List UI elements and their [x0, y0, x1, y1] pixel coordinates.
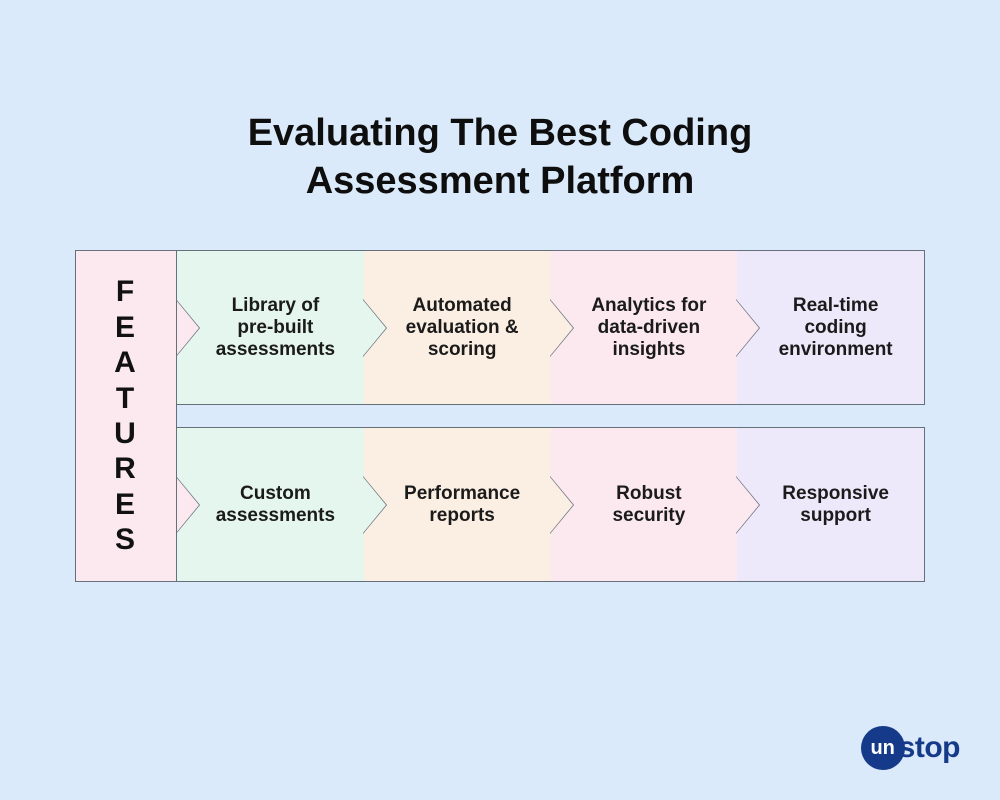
feature-box: Custom assessments — [177, 427, 364, 582]
logo-text: stop — [899, 731, 960, 765]
feature-box: Robust security — [551, 427, 738, 582]
feature-text: Library of pre-built assessments — [211, 295, 340, 361]
feature-text: Real-time coding environment — [771, 295, 900, 361]
feature-box: Responsive support — [737, 427, 925, 582]
page-title: Evaluating The Best Coding Assessment Pl… — [0, 0, 1000, 250]
feature-row: Custom assessments Performance reports R… — [75, 427, 925, 582]
feature-box: Real-time coding environment — [737, 250, 925, 405]
feature-text: Robust security — [585, 483, 714, 527]
feature-box: Automated evaluation & scoring — [364, 250, 551, 405]
feature-text: Analytics for data-driven insights — [585, 295, 714, 361]
feature-box: Library of pre-built assessments — [177, 250, 364, 405]
features-vertical-label: FEATURES — [75, 250, 177, 582]
feature-text: Performance reports — [398, 483, 527, 527]
brand-logo: un stop — [861, 726, 960, 770]
feature-box: Performance reports — [364, 427, 551, 582]
feature-row: Library of pre-built assessments Automat… — [75, 250, 925, 405]
feature-text: Custom assessments — [211, 483, 340, 527]
feature-text: Automated evaluation & scoring — [398, 295, 527, 361]
features-diagram: FEATURES Library of pre-built assessment… — [75, 250, 925, 582]
title-line-1: Evaluating The Best Coding — [248, 112, 753, 154]
feature-text: Responsive support — [771, 483, 900, 527]
logo-circle: un — [861, 726, 905, 770]
feature-box: Analytics for data-driven insights — [551, 250, 738, 405]
title-line-2: Assessment Platform — [306, 160, 695, 202]
